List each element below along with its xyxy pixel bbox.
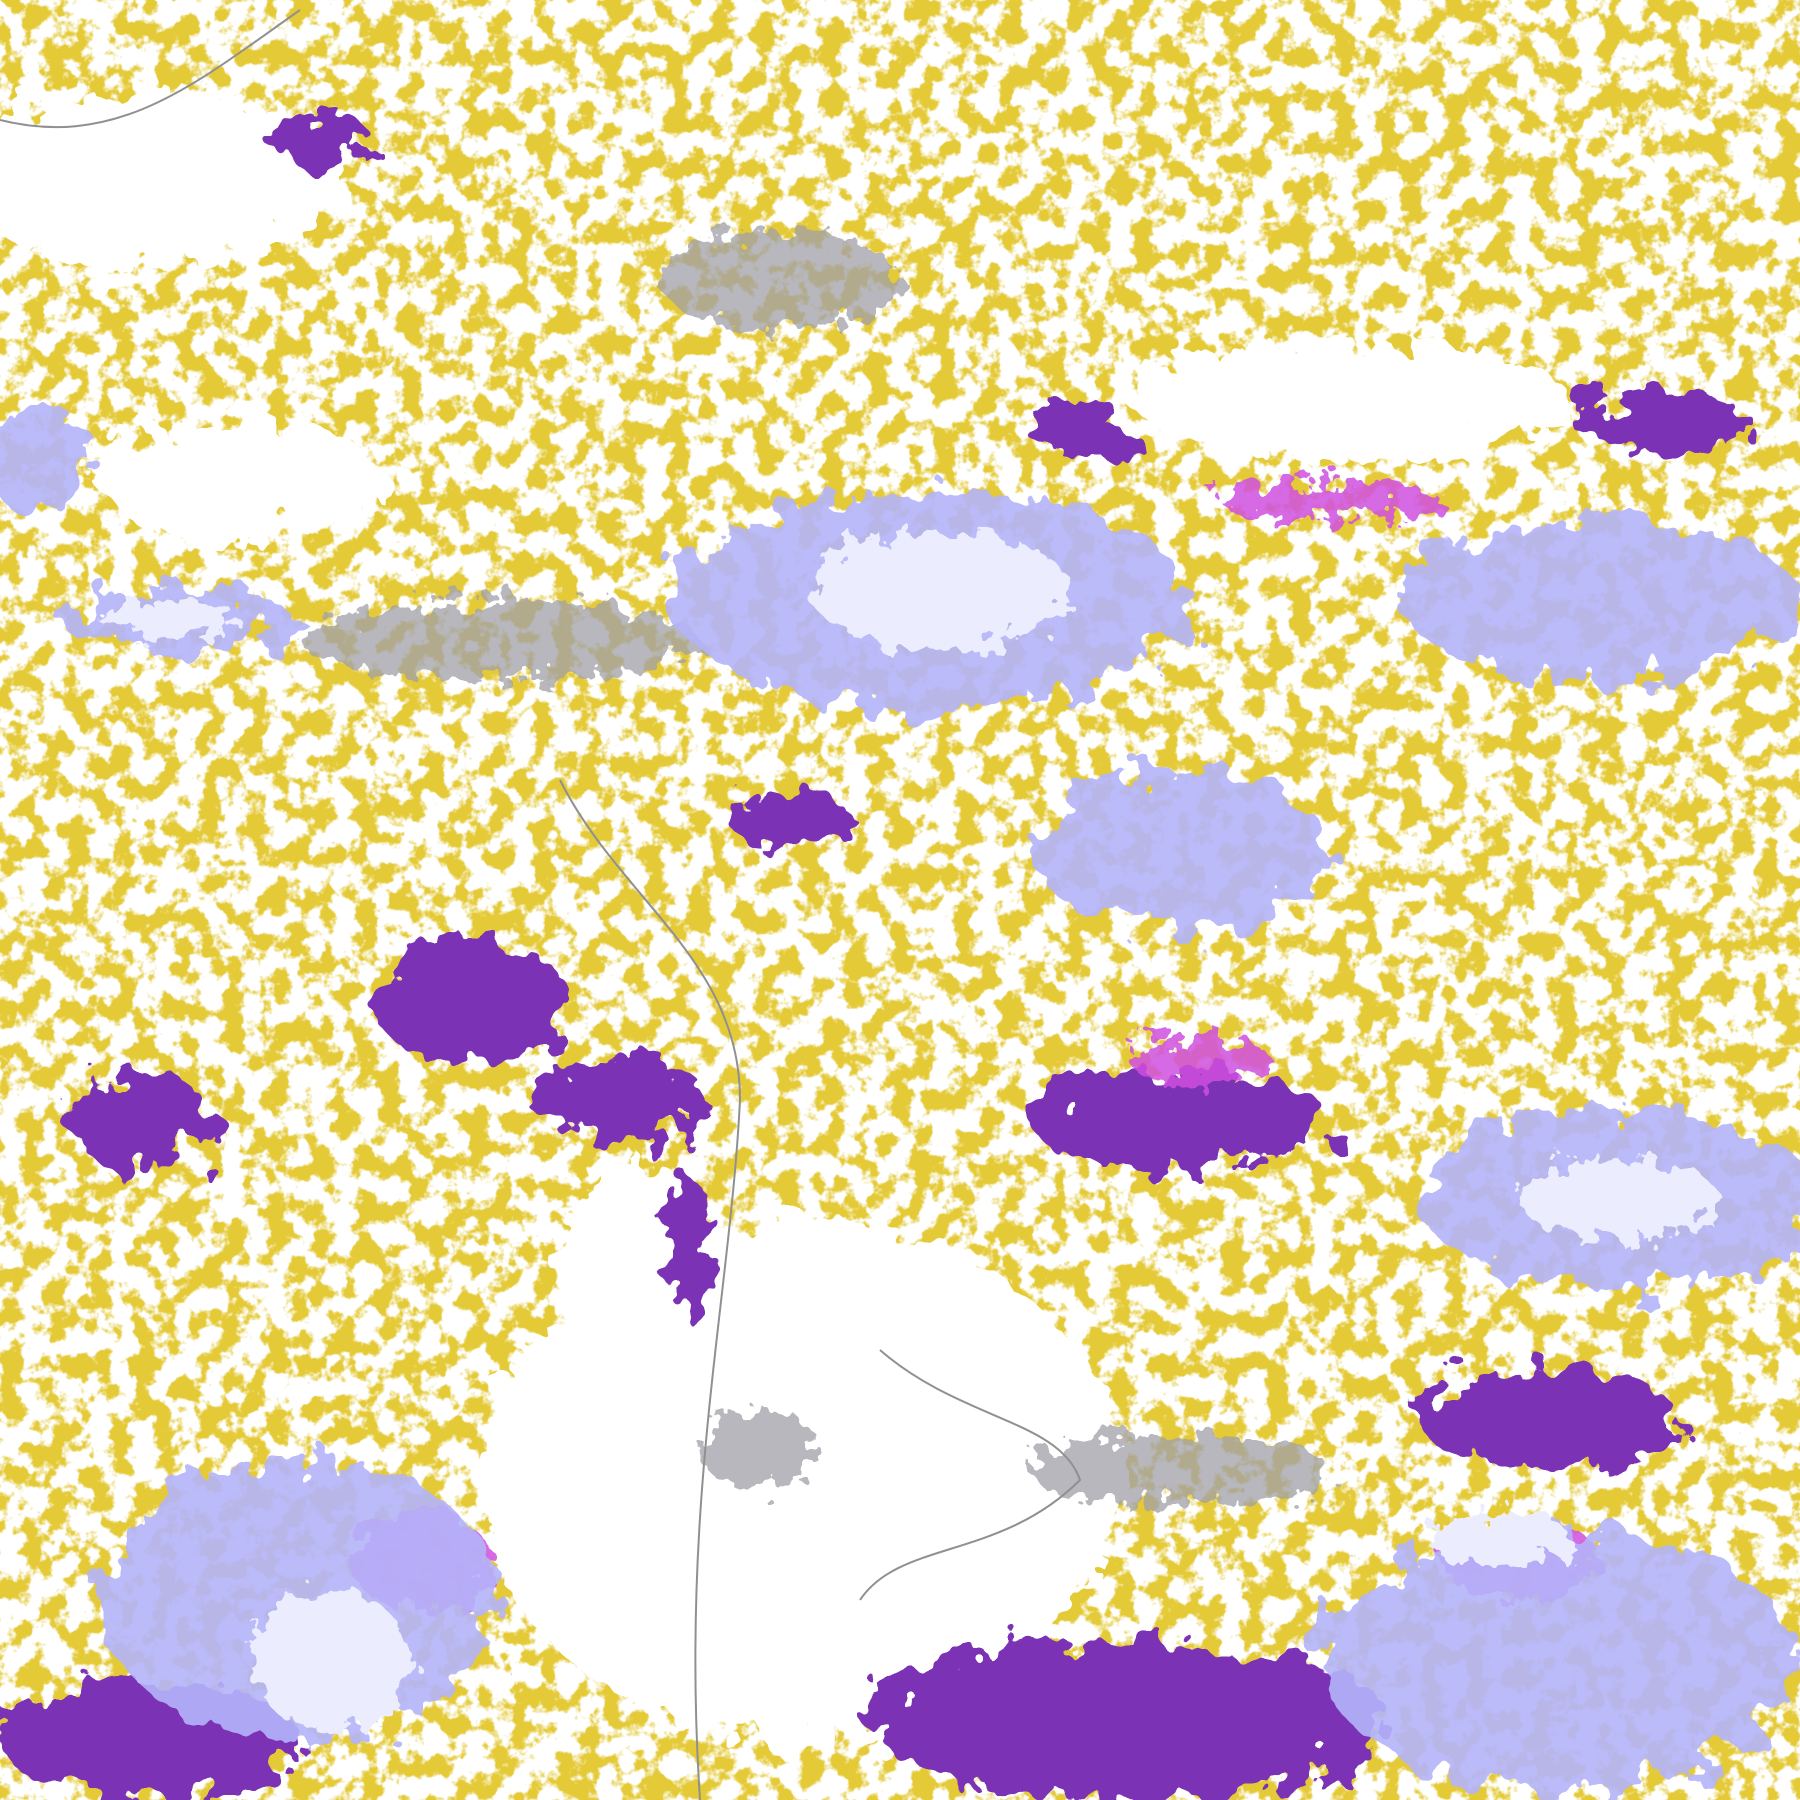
- thick-cloud-layer: [0, 110, 1750, 1800]
- coastline: [0, 9, 1082, 1800]
- cloud-top-layer: [100, 530, 1720, 1730]
- thin-cloud-layer: [300, 230, 1330, 1505]
